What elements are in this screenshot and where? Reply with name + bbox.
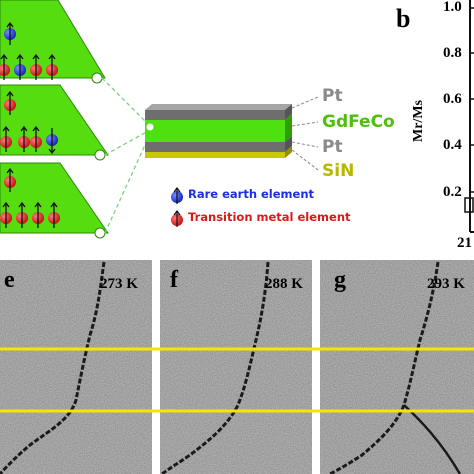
y-tick-label: 0.2 [443,184,462,200]
panel-b-plot [464,0,474,233]
spin-arrow-icon [0,21,56,80]
spin-atoms-bottom [0,167,60,228]
spin-arrow-icon [2,90,56,155]
image-panel-g [320,260,474,474]
transition-metal-atom-icon [0,64,10,76]
image-panel-e [0,260,152,474]
stack-marker [146,123,154,131]
layer-pt-top-side [285,104,292,120]
y-tick-label: 0.4 [443,137,462,153]
temperature-label-f: 288 K [265,276,303,292]
y-tick-marks [470,7,474,193]
y-axis-title: Mr/Ms [411,100,426,142]
spin-atoms-top [0,21,58,80]
layer-sin-side [285,146,292,158]
tip-circle [91,72,103,84]
domain-wall [329,261,440,474]
panel-letter-g: g [334,267,346,293]
x-tick-label: 21 [457,235,472,251]
dashed-guides [101,77,151,234]
layer-pt-bottom-front [145,142,285,152]
layer-pt-top [145,104,292,110]
layer-label-pt-top: Pt [322,86,343,106]
layer-gdfeco-front [145,120,285,142]
legend-label-rare-earth: Rare earth element [188,187,315,201]
temperature-label-e: 273 K [100,276,138,292]
layer-sin-front [145,152,285,158]
spin-arrow-icon [2,167,58,228]
panel-letter-f: f [170,267,178,293]
transition-metal-atom-icon [171,210,183,227]
layer-pt-bottom-side [285,136,292,152]
y-tick-label: 1.0 [443,0,462,15]
domain-wall [161,261,270,474]
layer-label-pt-bottom: Pt [322,137,343,157]
layer-gdfeco-side [285,114,292,142]
layer-stack [145,104,292,158]
rare-earth-atom-icon [171,187,183,204]
layer-label-gdfeco: GdFeCo [322,112,395,132]
tip-circle [94,149,106,161]
tip-circle [94,227,106,239]
temperature-label-g: 293 K [427,276,465,292]
domain-wall [0,261,106,474]
layer-leaders [291,96,319,171]
data-marker-partial [464,197,474,213]
panel-letter-b: b [396,4,411,33]
y-tick-label: 0.8 [443,45,462,61]
y-tick-label: 0.6 [443,91,462,107]
layer-pt-top-front [145,110,285,120]
spin-triangle-top [0,0,106,79]
spin-schematic [0,0,109,239]
spin-atoms-middle [0,90,58,155]
legend-label-transition-metal: Transition metal element [188,210,351,224]
layer-label-sin: SiN [322,161,355,181]
image-panel-f [160,260,312,474]
panel-letter-e: e [4,267,15,293]
moke-images [0,260,474,474]
